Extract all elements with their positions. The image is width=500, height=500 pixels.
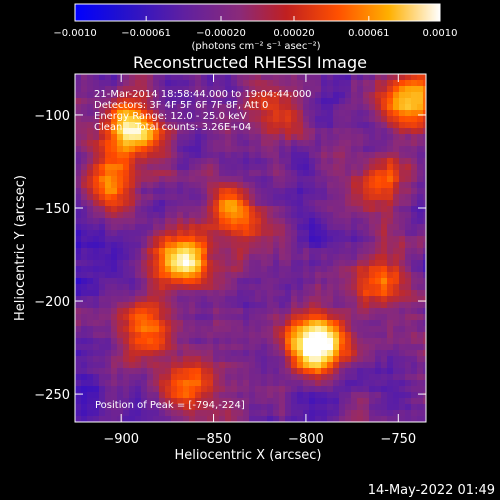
colorbar-unit-label: (photons cm⁻² s⁻¹ asec⁻²) [191,41,320,52]
y-axis-label: Heliocentric Y (arcsec) [13,175,28,321]
y-tick-label: −100 [34,109,70,124]
x-tick-label: −900 [103,432,139,447]
info-detectors: Detectors: 3F 4F 5F 6F 7F 8F, Att 0 [94,100,268,111]
x-tick-label: −750 [380,432,416,447]
colorbar-ticks: −0.0010 −0.00061 −0.00020 0.00020 0.00061 0.0… [53,16,458,39]
plot-frame [74,73,427,423]
colorbar-tick-label: −0.00020 [196,28,246,39]
chart-title: Reconstructed RHESSI Image [133,53,367,72]
y-tick-label: −250 [34,388,70,403]
y-tick-label: −150 [34,202,70,217]
colorbar-tick-label: 0.0010 [423,28,458,39]
footer-timestamp: 14-May-2022 01:49 [368,483,495,498]
x-tick-label: −800 [288,432,324,447]
x-tick-label: −850 [196,432,232,447]
info-total-counts: Clean Total counts: 3.26E+04 [94,122,251,133]
colorbar-tick-label: 0.00020 [273,28,314,39]
info-energy-range: Energy Range: 12.0 - 25.0 keV [94,111,247,122]
y-tick-label: −200 [34,295,70,310]
colorbar [74,3,441,22]
colorbar-tick-label: 0.00061 [348,28,389,39]
colorbar-tick-label: −0.0010 [53,28,96,39]
peak-position-label: Position of Peak = [-794,-224] [95,400,245,411]
info-overlay: 21-Mar-2014 18:58:44.000 to 19:04:44.000… [94,89,312,133]
colorbar-tick-label: −0.00061 [121,28,171,39]
y-axis-ticks: −100 −150 −200 −250 [34,109,426,403]
heatmap-image [75,74,426,422]
x-axis-ticks: −900 −850 −800 −750 [103,74,416,447]
x-axis-label: Heliocentric X (arcsec) [175,448,322,463]
info-time-range: 21-Mar-2014 18:58:44.000 to 19:04:44.000 [94,89,312,100]
